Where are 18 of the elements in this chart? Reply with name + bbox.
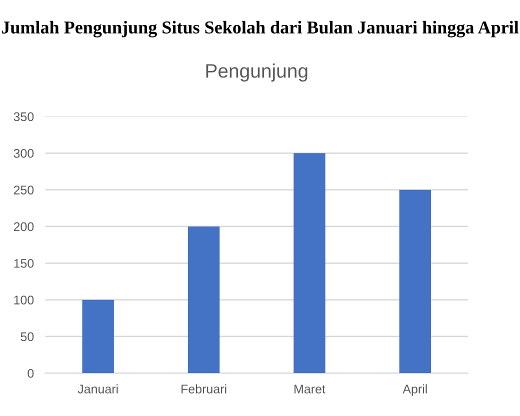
y-tick-label: 50: [20, 332, 34, 342]
x-tick-label: Maret: [294, 384, 326, 394]
chart-subtitle: Pengunjung: [206, 64, 308, 82]
y-tick-label: 250: [14, 186, 34, 194]
bar: [82, 300, 114, 374]
y-tick-label: 0: [28, 368, 34, 378]
x-tick-label: Januari: [78, 384, 118, 394]
y-tick-label: 150: [14, 258, 34, 268]
y-tick-label: 350: [14, 112, 34, 122]
bar: [294, 153, 326, 374]
bar: [188, 226, 220, 374]
y-tick-label: 300: [14, 148, 34, 158]
bar: [399, 190, 432, 374]
chart-title: Jumlah Pengunjung Situs Sekolah dari Bulan Januari hingga April: [2, 20, 519, 38]
y-tick-label: 200: [14, 222, 34, 232]
x-tick-label: Februari: [182, 384, 226, 394]
x-tick-label: April: [402, 384, 427, 396]
y-tick-label: 100: [14, 296, 34, 304]
